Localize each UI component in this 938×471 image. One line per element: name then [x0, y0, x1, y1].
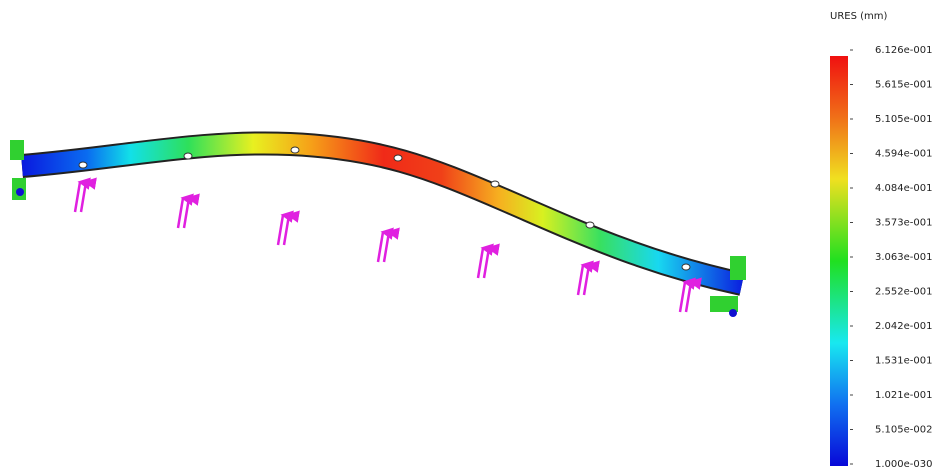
load-arrow — [378, 232, 383, 262]
legend-label: 5.615e-001 — [875, 80, 932, 91]
legend-label: 1.531e-001 — [875, 356, 932, 367]
load-arrow — [478, 248, 483, 278]
load-arrow — [384, 232, 389, 262]
load-arrow — [278, 215, 283, 245]
load-arrow — [578, 265, 583, 295]
beam — [22, 143, 742, 284]
load-arrow — [680, 282, 685, 312]
legend-label: 6.126e-001 — [875, 45, 932, 56]
legend-label: 2.042e-001 — [875, 321, 932, 332]
color-bar — [830, 56, 848, 466]
simulation-view: URES (mm) 6.126e-001 5.615e-001 5.105e-001… — [0, 0, 938, 471]
legend-label: 5.105e-002 — [875, 425, 932, 436]
legend-label: 1.021e-001 — [875, 390, 932, 401]
load-arrow — [184, 198, 189, 228]
legend-label: 2.552e-001 — [875, 287, 932, 298]
legend-label: 3.573e-001 — [875, 218, 932, 229]
legend-label: 4.084e-001 — [875, 183, 932, 194]
legend-title: URES (mm) — [830, 11, 887, 22]
load-arrow — [484, 248, 489, 278]
legend: URES (mm) 6.126e-001 5.615e-001 5.105e-001… — [830, 11, 932, 470]
legend-label: 3.063e-001 — [875, 252, 932, 263]
load-arrow — [75, 182, 80, 212]
load-arrow — [686, 282, 691, 312]
legend-label: 4.594e-001 — [875, 149, 932, 160]
load-arrow — [178, 198, 183, 228]
load-arrow — [584, 265, 589, 295]
legend-label: 1.000e-030 — [875, 459, 932, 470]
load-arrow — [81, 182, 86, 212]
legend-label: 5.105e-001 — [875, 114, 932, 125]
load-arrow — [284, 215, 289, 245]
